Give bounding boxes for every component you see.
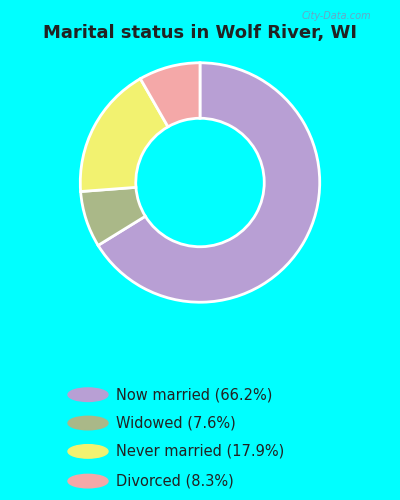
Text: Marital status in Wolf River, WI: Marital status in Wolf River, WI	[43, 24, 357, 42]
Text: Divorced (8.3%): Divorced (8.3%)	[116, 474, 234, 488]
Wedge shape	[81, 188, 145, 246]
Circle shape	[68, 416, 108, 430]
Wedge shape	[80, 78, 168, 192]
Circle shape	[68, 474, 108, 488]
Wedge shape	[140, 63, 200, 127]
Text: Widowed (7.6%): Widowed (7.6%)	[116, 416, 236, 430]
Text: Now married (66.2%): Now married (66.2%)	[116, 387, 272, 402]
Circle shape	[68, 388, 108, 402]
Wedge shape	[98, 63, 320, 302]
Text: Never married (17.9%): Never married (17.9%)	[116, 444, 284, 459]
Circle shape	[68, 444, 108, 458]
Text: City-Data.com: City-Data.com	[302, 11, 372, 21]
